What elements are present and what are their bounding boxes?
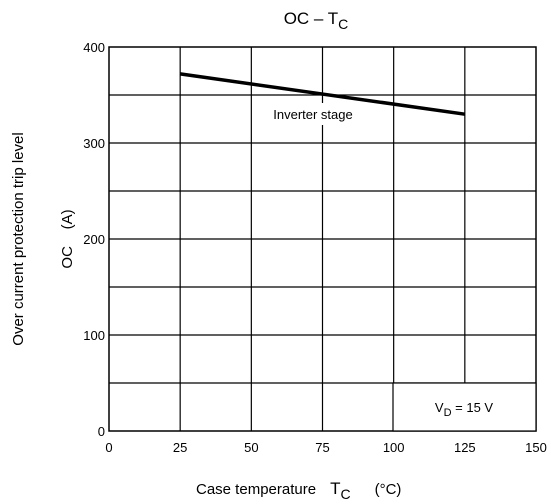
x-tick-label-75: 75 — [315, 440, 329, 455]
series-label-background — [259, 103, 369, 125]
y-tick-label-300: 300 — [83, 136, 105, 151]
y-tick-label-0: 0 — [98, 424, 105, 439]
y-tick-labels: 0 100 200 300 400 — [83, 40, 105, 439]
chart-title-main: OC – T — [284, 9, 338, 28]
x-tick-label-25: 25 — [173, 440, 187, 455]
x-tick-label-50: 50 — [244, 440, 258, 455]
x-axis-label-symbol-sub: C — [340, 486, 350, 502]
condition-box — [392, 382, 537, 432]
x-axis-label-symbol: T — [330, 479, 340, 498]
chart-title: OC – TC — [284, 9, 349, 32]
y-tick-label-200: 200 — [83, 232, 105, 247]
x-tick-label-100: 100 — [383, 440, 405, 455]
plot-frame — [108, 46, 537, 432]
x-tick-label-150: 150 — [525, 440, 547, 455]
series-label-inverter-stage: Inverter stage — [273, 107, 353, 122]
x-tick-label-0: 0 — [105, 440, 112, 455]
x-axis-label-unit: (°C) — [375, 481, 402, 498]
x-tick-label-125: 125 — [454, 440, 476, 455]
x-tick-labels: 0 25 50 75 100 125 150 — [105, 440, 546, 455]
condition-symbol: V — [435, 400, 444, 415]
y-axis-label-line2: OC (A) — [59, 209, 76, 268]
condition-value: = 15 V — [452, 400, 494, 415]
y-tick-label-400: 400 — [83, 40, 105, 55]
chart-title-sub: C — [338, 16, 348, 32]
x-axis-label: Case temperature TC (°C) — [196, 479, 401, 502]
condition-label: VD = 15 V — [435, 400, 494, 419]
series-line-inverter-stage — [179, 72, 466, 116]
x-axis-label-text: Case temperature — [196, 481, 316, 498]
condition-sub: D — [444, 407, 452, 419]
y-axis-label-line1: Over current protection trip level — [10, 132, 27, 345]
y-tick-label-100: 100 — [83, 328, 105, 343]
